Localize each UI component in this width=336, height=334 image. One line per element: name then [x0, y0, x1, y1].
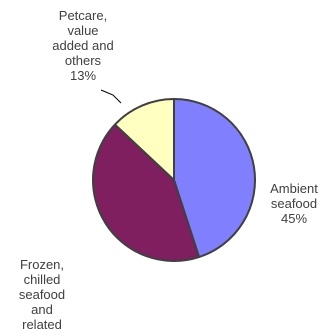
- slice-label-2: Frozen,chilledseafoodandrelated42%: [19, 257, 65, 334]
- slice-label-1-line-3: 45%: [281, 211, 307, 226]
- slice-label-3-line-3: added and: [52, 38, 113, 53]
- slice-label-2-line-5: related: [22, 317, 62, 332]
- slice-label-1: Ambient seafood 45%: [270, 181, 318, 226]
- slice-label-3: Petcare, value added and others 13%: [52, 8, 113, 83]
- slice-label-1-line-1: Ambient: [270, 181, 318, 196]
- slice-label-3-line-4: others: [65, 53, 102, 68]
- slice-label-3-line-5: 13%: [70, 68, 96, 83]
- slice-label-2-line-2: chilled: [24, 272, 61, 287]
- pie-slice-3: [113, 98, 175, 181]
- slice-label-3-line-1: Petcare,: [59, 8, 107, 23]
- slice-label-1-line-2: seafood: [271, 196, 317, 211]
- slice-label-2-line-3: seafood: [19, 287, 65, 302]
- slice-label-2-line-6: 42%: [29, 332, 55, 334]
- leader-line-3: [100, 89, 122, 104]
- slice-label-2-line-4: and: [31, 302, 53, 317]
- pie-slice-2: [92, 123, 201, 262]
- slice-label-3-line-2: value: [67, 23, 98, 38]
- pie-slice-1: [173, 98, 256, 259]
- slice-label-2-line-1: Frozen,: [20, 257, 64, 272]
